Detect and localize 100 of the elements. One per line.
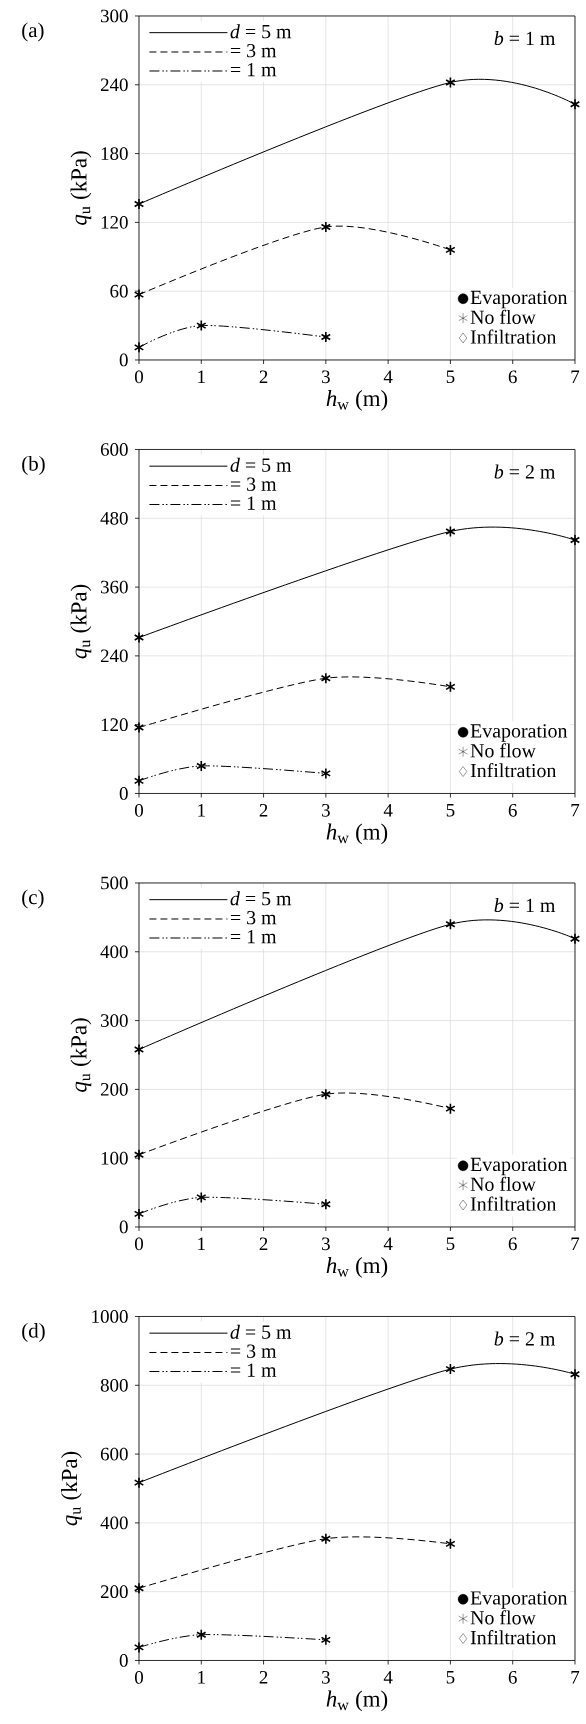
point bbox=[569, 534, 581, 546]
point bbox=[320, 1198, 331, 1211]
x-tick-label: 3 bbox=[322, 1237, 330, 1251]
x-tick-label: 2 bbox=[259, 370, 268, 384]
y-tick-label: 0 bbox=[119, 353, 128, 367]
y-tick-label: 180 bbox=[101, 147, 128, 160]
legend-label: No flow bbox=[470, 743, 536, 758]
legend-label: Infiltration bbox=[470, 1630, 557, 1645]
x-tick-label: 4 bbox=[383, 370, 393, 383]
x-tick-label: 3 bbox=[322, 803, 330, 817]
point bbox=[445, 681, 456, 693]
point bbox=[133, 775, 145, 787]
point bbox=[196, 1628, 207, 1641]
legend-label: = 3 m bbox=[230, 1344, 277, 1358]
y-tick-label: 400 bbox=[100, 945, 128, 959]
y-tick-label: 200 bbox=[100, 1585, 128, 1599]
x-tick-label: 7 bbox=[571, 370, 580, 383]
y-tick-label: 240 bbox=[100, 78, 128, 92]
annotation: b = 2 m bbox=[494, 464, 556, 479]
legend-label: Evaporation bbox=[470, 1591, 568, 1609]
y-tick-label: 0 bbox=[119, 1654, 128, 1667]
y-tick-label: 360 bbox=[101, 580, 128, 594]
y-tick-label: 600 bbox=[100, 1447, 128, 1461]
legend-label: = 1 m bbox=[230, 496, 277, 510]
y-tick-label: 240 bbox=[100, 649, 128, 663]
point bbox=[196, 760, 207, 772]
point bbox=[133, 288, 145, 301]
point bbox=[196, 319, 207, 332]
y-tick-label: 480 bbox=[100, 511, 128, 525]
x-tick-label: 7 bbox=[571, 1237, 580, 1250]
legend-label: = 3 m bbox=[230, 910, 277, 925]
point bbox=[445, 244, 456, 256]
y-tick-label: 500 bbox=[101, 876, 128, 890]
legend-label: = 1 m bbox=[230, 62, 277, 77]
legend-label: = 1 m bbox=[230, 930, 277, 944]
x-tick-label: 4 bbox=[383, 803, 393, 817]
x-tick-label: 0 bbox=[134, 1237, 143, 1251]
point bbox=[133, 198, 145, 210]
x-tick-label: 2 bbox=[259, 1237, 268, 1251]
legend-label: Evaporation bbox=[470, 1157, 568, 1176]
point bbox=[133, 1582, 145, 1595]
y-tick-label: 600 bbox=[100, 443, 128, 456]
x-tick-label: 5 bbox=[446, 803, 455, 817]
x-tick-label: 6 bbox=[508, 1670, 517, 1684]
point bbox=[445, 1102, 456, 1115]
x-tick-label: 5 bbox=[446, 1670, 455, 1684]
y-axis-title: q$_{u}$ (kPa) bbox=[70, 151, 92, 225]
y-tick-label: 120 bbox=[101, 216, 128, 229]
legend-label: No flow bbox=[470, 1176, 536, 1191]
x-tick-label: 6 bbox=[508, 1237, 517, 1251]
annotation: b = 2 m bbox=[494, 1331, 556, 1346]
point bbox=[133, 631, 145, 644]
annotation: b = 1 m bbox=[494, 898, 556, 913]
y-tick-label: 0 bbox=[119, 787, 128, 800]
point bbox=[133, 1148, 145, 1161]
point bbox=[445, 76, 456, 89]
point bbox=[320, 1532, 331, 1545]
legend-label: Infiltration bbox=[470, 1196, 557, 1211]
x-tick-label: 7 bbox=[571, 803, 580, 817]
point bbox=[133, 1641, 145, 1654]
legend-label: Evaporation bbox=[470, 290, 568, 309]
y-tick-label: 300 bbox=[101, 9, 128, 23]
x-tick-label: 1 bbox=[198, 1671, 205, 1684]
point bbox=[569, 1368, 581, 1381]
legend-label: d = 5 m bbox=[230, 457, 292, 472]
x-tick-label: 1 bbox=[198, 1237, 205, 1250]
point bbox=[133, 341, 145, 354]
point bbox=[196, 1191, 207, 1204]
y-tick-label: 100 bbox=[101, 1151, 128, 1165]
point bbox=[133, 721, 145, 734]
x-tick-label: 0 bbox=[134, 1671, 143, 1684]
point bbox=[569, 932, 581, 945]
point bbox=[133, 1476, 145, 1489]
legend-label: d = 5 m bbox=[230, 891, 292, 906]
point bbox=[133, 1208, 145, 1220]
legend-label: No flow bbox=[470, 1610, 536, 1625]
x-tick-label: 1 bbox=[198, 370, 205, 383]
x-tick-label: 1 bbox=[198, 803, 205, 817]
legend-label: d = 5 m bbox=[230, 24, 292, 39]
legend-label: = 1 m bbox=[230, 1363, 277, 1377]
point bbox=[445, 918, 456, 931]
point bbox=[320, 1634, 331, 1646]
x-tick-label: 6 bbox=[508, 803, 517, 817]
x-tick-label: 0 bbox=[134, 370, 143, 384]
x-tick-label: 5 bbox=[446, 1237, 455, 1251]
legend-label: Evaporation bbox=[470, 724, 568, 742]
x-tick-label: 5 bbox=[446, 370, 455, 384]
x-axis-title: h$_{w}$ (m) bbox=[326, 823, 388, 845]
y-tick-label: 120 bbox=[101, 718, 128, 732]
point bbox=[445, 1363, 456, 1375]
x-axis-title: h$_{w}$ (m) bbox=[326, 1690, 388, 1712]
legend-label: d = 5 m bbox=[230, 1324, 292, 1339]
point bbox=[320, 767, 331, 780]
legend-label: Infiltration bbox=[470, 329, 557, 344]
legend-label: No flow bbox=[470, 309, 536, 324]
x-tick-label: 3 bbox=[322, 1670, 330, 1684]
legend-label: = 3 m bbox=[230, 477, 277, 491]
x-tick-label: 7 bbox=[571, 1670, 580, 1684]
point bbox=[320, 1088, 331, 1100]
x-axis-title: h$_{w}$ (m) bbox=[326, 1257, 388, 1278]
